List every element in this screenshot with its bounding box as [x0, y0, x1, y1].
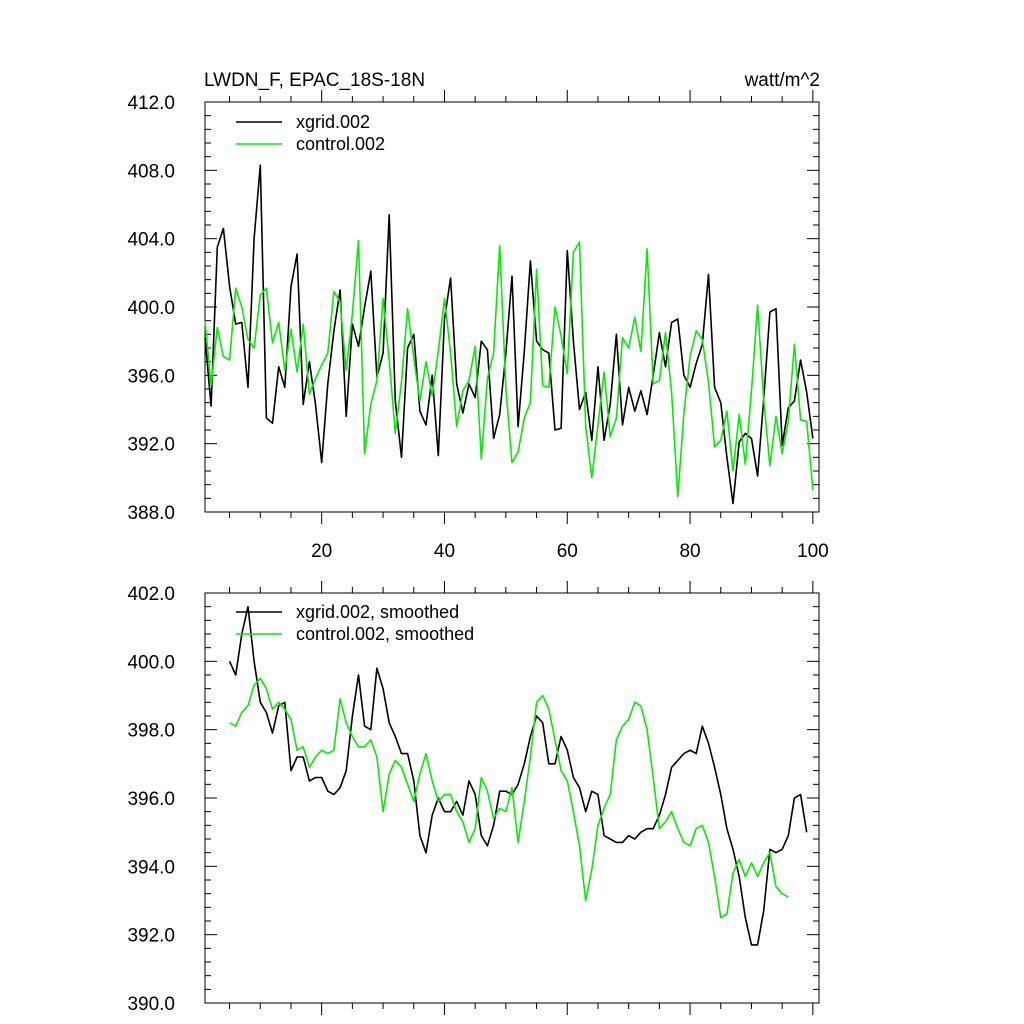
bottom-legend: xgrid.002, smoothed control.002, smoothe… [236, 602, 474, 644]
legend-label-control-smoothed: control.002, smoothed [296, 624, 474, 644]
y-tick-label: 398.0 [127, 721, 175, 742]
top-plot-area: 388.0 392.0 396.0 400.0 404.0 408.0 412.0 20 40 6… [127, 90, 829, 562]
units-label: watt/m^2 [744, 70, 820, 91]
y-tick-label: 400.0 [127, 298, 175, 319]
top-panel: LWDN_F, EPAC_18S-18N watt/m^2 388.0 392.0… [127, 70, 828, 562]
series-line-xgrid-002 [204, 164, 814, 505]
y-tick-label: 394.0 [127, 857, 175, 878]
series-line-xgrid-002-smoothed [228, 605, 808, 946]
y-tick-label: 402.0 [127, 584, 175, 605]
y-tick-label: 400.0 [127, 652, 175, 673]
y-tick-label: 392.0 [127, 926, 175, 947]
top-legend: xgrid.002 control.002 [236, 112, 385, 154]
y-tick-label: 390.0 [127, 994, 175, 1015]
x-tick-label: 40 [434, 541, 455, 562]
bottom-panel: 390.0 392.0 394.0 396.0 398.0 400.0 402.0 xgri… [127, 581, 820, 1015]
y-tick-label: 412.0 [127, 93, 175, 114]
legend-label-control: control.002 [296, 134, 385, 154]
y-tick-label: 404.0 [127, 230, 175, 251]
y-tick-label: 388.0 [127, 503, 175, 524]
y-tick-label: 396.0 [127, 366, 175, 387]
x-tick-label: 20 [311, 541, 332, 562]
chart-title: LWDN_F, EPAC_18S-18N [204, 70, 425, 91]
series-line-control-002-smoothed [229, 677, 789, 919]
y-tick-label: 392.0 [127, 435, 175, 456]
plot-frame [204, 592, 820, 1004]
series-line-control-002 [204, 239, 814, 498]
x-tick-label: 100 [797, 541, 829, 562]
x-tick-label: 80 [679, 541, 700, 562]
y-tick-label: 408.0 [127, 161, 175, 182]
legend-label-xgrid-smoothed: xgrid.002, smoothed [296, 602, 459, 622]
y-tick-label: 396.0 [127, 789, 175, 810]
x-tick-label: 60 [557, 541, 578, 562]
legend-label-xgrid: xgrid.002 [296, 112, 370, 132]
bottom-plot-area: 390.0 392.0 394.0 396.0 398.0 400.0 402.0 [127, 581, 820, 1015]
